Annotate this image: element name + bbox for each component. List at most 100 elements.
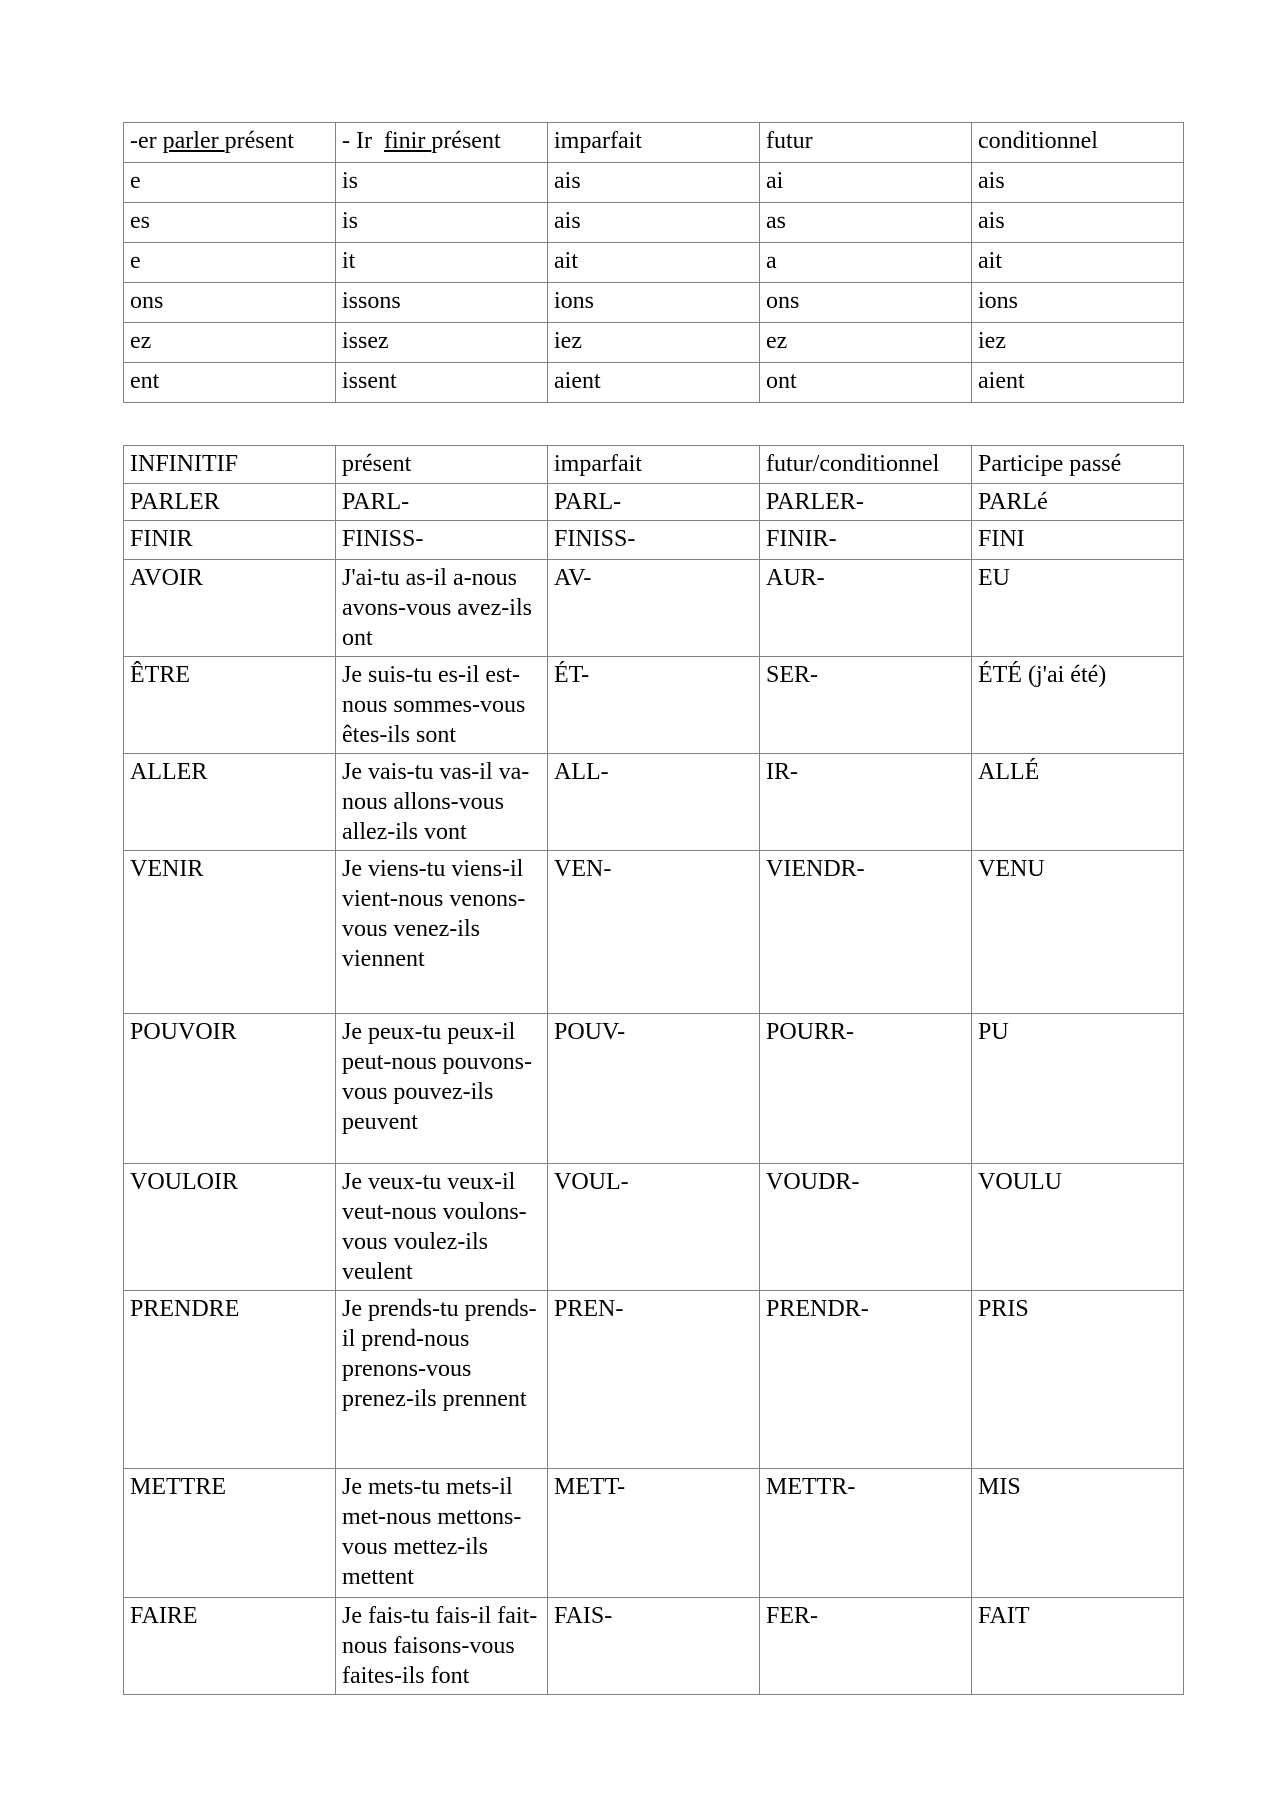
table-cell: ai	[759, 162, 972, 203]
table-cell: FAIT	[971, 1597, 1184, 1695]
table-cell: MIS	[971, 1468, 1184, 1598]
table-row-prendre: PRENDRE Je prends-tu prends- il prend-no…	[123, 1290, 1184, 1469]
table-row: e it ait a ait	[123, 242, 1184, 283]
table-cell: a	[759, 242, 972, 283]
table-cell: ALL-	[547, 753, 760, 851]
table-cell: PARL-	[335, 483, 548, 521]
table-cell: PRENDRE	[123, 1290, 336, 1469]
table-cell: AUR-	[759, 559, 972, 657]
table-cell: Je veux-tu veux-il veut-nous voulons-vou…	[335, 1163, 548, 1291]
table-cell: es	[123, 202, 336, 243]
column-header-imparfait: imparfait	[547, 122, 760, 163]
table-cell: ez	[759, 322, 972, 363]
header-text: -er	[130, 128, 163, 154]
table-cell: VIENDR-	[759, 850, 972, 1014]
table-cell: is	[335, 202, 548, 243]
header-text: imparfait	[554, 128, 642, 154]
header-text: présent	[224, 128, 294, 154]
column-header-participe-passe: Participe passé	[971, 445, 1184, 484]
column-header-imparfait: imparfait	[547, 445, 760, 484]
column-header-infinitif: INFINITIF	[123, 445, 336, 484]
table-cell: ALLÉ	[971, 753, 1184, 851]
table-cell: FINIR	[123, 520, 336, 560]
table-cell: issez	[335, 322, 548, 363]
table-cell: FER-	[759, 1597, 972, 1695]
table-cell: FINISS-	[547, 520, 760, 560]
table-cell: Je viens-tu viens-il vient-nous venons-v…	[335, 850, 548, 1014]
column-header-futur: futur	[759, 122, 972, 163]
column-header-er-present: -er parler présent	[123, 122, 336, 163]
table-cell: ont	[759, 362, 972, 403]
table-cell: Je suis-tu es-il est-nous sommes-vous êt…	[335, 656, 548, 754]
table-cell: FINISS-	[335, 520, 548, 560]
table-cell: ons	[123, 282, 336, 323]
table-cell: e	[123, 242, 336, 283]
table-row-pouvoir: POUVOIR Je peux-tu peux-il peut-nous pou…	[123, 1013, 1184, 1164]
table-cell: ais	[547, 162, 760, 203]
table-cell: ait	[547, 242, 760, 283]
table-cell: PU	[971, 1013, 1184, 1164]
table-cell: ALLER	[123, 753, 336, 851]
table-cell: FINI	[971, 520, 1184, 560]
table-row: e is ais ai ais	[123, 162, 1184, 203]
table-cell: aient	[547, 362, 760, 403]
header-row: INFINITIF présent imparfait futur/condit…	[123, 445, 1184, 484]
table-cell: EU	[971, 559, 1184, 657]
header-text: conditionnel	[978, 128, 1098, 154]
table-cell: VOULU	[971, 1163, 1184, 1291]
table-row: ons issons ions ons ions	[123, 282, 1184, 323]
table-row-venir: VENIR Je viens-tu viens-il vient-nous ve…	[123, 850, 1184, 1014]
table-cell: ÊTRE	[123, 656, 336, 754]
table-cell: VEN-	[547, 850, 760, 1014]
table-cell: IR-	[759, 753, 972, 851]
table-cell: PARLé	[971, 483, 1184, 521]
table-cell: ais	[547, 202, 760, 243]
table-cell: ions	[547, 282, 760, 323]
table-row: es is ais as ais	[123, 202, 1184, 243]
table-cell: AVOIR	[123, 559, 336, 657]
table-cell: ait	[971, 242, 1184, 283]
table-cell: ons	[759, 282, 972, 323]
table-cell: J'ai-tu as-il a-nous avons-vous avez-ils…	[335, 559, 548, 657]
table-cell: POUVOIR	[123, 1013, 336, 1164]
table-cell: PRIS	[971, 1290, 1184, 1469]
table-cell: AV-	[547, 559, 760, 657]
table-cell: ez	[123, 322, 336, 363]
table-cell: VENIR	[123, 850, 336, 1014]
table-cell: ÉT-	[547, 656, 760, 754]
table-row-aller: ALLER Je vais-tu vas-il va-nous allons-v…	[123, 753, 1184, 851]
header-row: -er parler présent - Ir finir présent im…	[123, 122, 1184, 163]
table-cell: aient	[971, 362, 1184, 403]
table-cell: VENU	[971, 850, 1184, 1014]
table-row-finir: FINIR FINISS- FINISS- FINIR- FINI	[123, 520, 1184, 560]
table-cell: Je fais-tu fais-il fait- nous faisons-vo…	[335, 1597, 548, 1695]
table-cell: POURR-	[759, 1013, 972, 1164]
table-cell: PREN-	[547, 1290, 760, 1469]
table-row-mettre: METTRE Je mets-tu mets-il met-nous metto…	[123, 1468, 1184, 1598]
table-cell: METTR-	[759, 1468, 972, 1598]
table-row-avoir: AVOIR J'ai-tu as-il a-nous avons-vous av…	[123, 559, 1184, 657]
table-cell: issons	[335, 282, 548, 323]
table-cell: issent	[335, 362, 548, 403]
table-cell: ions	[971, 282, 1184, 323]
table-cell: iez	[547, 322, 760, 363]
table-cell: FAIRE	[123, 1597, 336, 1695]
table-cell: FAIS-	[547, 1597, 760, 1695]
header-text: - Ir	[342, 128, 384, 154]
table-cell: METTRE	[123, 1468, 336, 1598]
endings-table: -er parler présent - Ir finir présent im…	[123, 122, 1184, 403]
table-row-faire: FAIRE Je fais-tu fais-il fait- nous fais…	[123, 1597, 1184, 1695]
table-cell: it	[335, 242, 548, 283]
table-cell: as	[759, 202, 972, 243]
header-underlined-word: finir	[383, 128, 432, 154]
table-cell: FINIR-	[759, 520, 972, 560]
table-cell: Je mets-tu mets-il met-nous mettons-vous…	[335, 1468, 548, 1598]
table-row-etre: ÊTRE Je suis-tu es-il est-nous sommes-vo…	[123, 656, 1184, 754]
table-cell: Je peux-tu peux-il peut-nous pouvons-vou…	[335, 1013, 548, 1164]
header-underlined-word: parler	[162, 128, 225, 154]
table-row: ez issez iez ez iez	[123, 322, 1184, 363]
column-header-futur-conditionnel: futur/conditionnel	[759, 445, 972, 484]
table-cell: Je vais-tu vas-il va-nous allons-vous al…	[335, 753, 548, 851]
header-text: présent	[431, 128, 501, 154]
